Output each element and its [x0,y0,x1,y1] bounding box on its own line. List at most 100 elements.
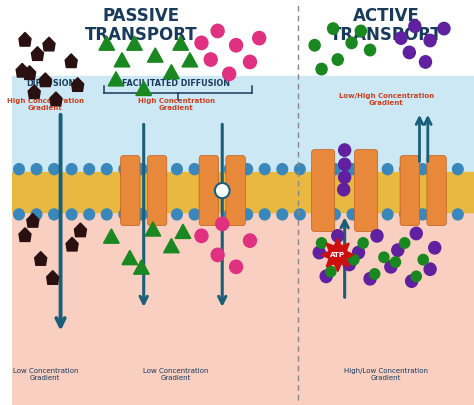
FancyBboxPatch shape [120,156,140,226]
Circle shape [66,209,77,220]
Circle shape [349,254,359,265]
Polygon shape [321,238,354,272]
Circle shape [329,164,340,175]
Polygon shape [147,48,163,62]
Polygon shape [72,78,83,92]
FancyBboxPatch shape [311,149,335,232]
Polygon shape [31,47,44,60]
FancyBboxPatch shape [400,156,419,226]
Circle shape [358,238,368,248]
Circle shape [320,270,332,283]
Polygon shape [74,223,86,237]
Circle shape [338,171,351,183]
Circle shape [356,25,366,37]
Polygon shape [164,64,179,79]
Bar [12,212,474,405]
Polygon shape [164,239,179,253]
Circle shape [31,209,42,220]
Circle shape [453,209,463,220]
Polygon shape [173,36,189,50]
Circle shape [195,36,208,49]
Circle shape [353,246,365,259]
Polygon shape [28,85,40,98]
Circle shape [312,164,323,175]
Polygon shape [108,72,124,86]
Polygon shape [175,224,191,239]
Polygon shape [19,32,31,46]
Circle shape [328,23,338,34]
Circle shape [154,164,165,175]
Circle shape [383,209,393,220]
Circle shape [84,164,94,175]
Text: FACILITATED DIFFUSION: FACILITATED DIFFUSION [122,79,230,88]
Circle shape [244,234,256,247]
Polygon shape [122,250,137,264]
Circle shape [371,230,383,242]
Circle shape [383,164,393,175]
Circle shape [195,229,208,243]
Circle shape [392,244,404,256]
Circle shape [316,63,327,75]
Circle shape [365,164,375,175]
Polygon shape [145,222,161,236]
Circle shape [49,209,59,220]
Circle shape [400,164,410,175]
Circle shape [172,164,182,175]
Circle shape [309,40,320,51]
Text: High Concentration
Gradient: High Concentration Gradient [7,98,84,111]
Circle shape [224,164,235,175]
Polygon shape [47,271,59,284]
FancyBboxPatch shape [199,156,219,226]
Circle shape [411,271,421,281]
Circle shape [370,269,380,279]
Circle shape [244,55,256,68]
Polygon shape [66,237,78,251]
Circle shape [137,209,147,220]
FancyBboxPatch shape [355,149,378,232]
Circle shape [242,164,253,175]
Circle shape [172,209,182,220]
Circle shape [337,183,350,196]
Circle shape [343,258,356,271]
Circle shape [229,38,243,52]
Circle shape [211,248,224,262]
Polygon shape [50,92,62,106]
Circle shape [14,164,24,175]
Circle shape [406,275,418,287]
Circle shape [329,209,340,220]
Circle shape [66,164,77,175]
Circle shape [154,209,165,220]
Circle shape [365,44,375,56]
Circle shape [435,209,446,220]
Text: ATP: ATP [330,252,345,258]
Bar [12,76,474,172]
Polygon shape [127,36,142,50]
Polygon shape [103,229,119,243]
Polygon shape [19,228,31,241]
Circle shape [242,209,253,220]
Circle shape [294,209,305,220]
Circle shape [14,209,24,220]
Polygon shape [134,260,149,274]
Text: High Concentration
Gradient: High Concentration Gradient [137,98,215,111]
Circle shape [338,158,351,171]
Circle shape [119,209,129,220]
Circle shape [346,37,357,49]
Polygon shape [35,252,47,265]
Circle shape [418,254,428,265]
Circle shape [313,246,325,259]
Circle shape [395,32,407,44]
Circle shape [424,263,436,275]
Polygon shape [182,53,198,67]
Circle shape [364,273,376,285]
Circle shape [31,164,42,175]
Text: Low Concentration
Gradient: Low Concentration Gradient [143,367,209,381]
Text: Low Concentration
Gradient: Low Concentration Gradient [13,367,78,381]
Circle shape [453,164,463,175]
Circle shape [438,22,450,35]
Circle shape [259,164,270,175]
Circle shape [326,266,336,277]
Polygon shape [99,36,115,50]
Polygon shape [65,54,77,68]
Circle shape [189,209,200,220]
